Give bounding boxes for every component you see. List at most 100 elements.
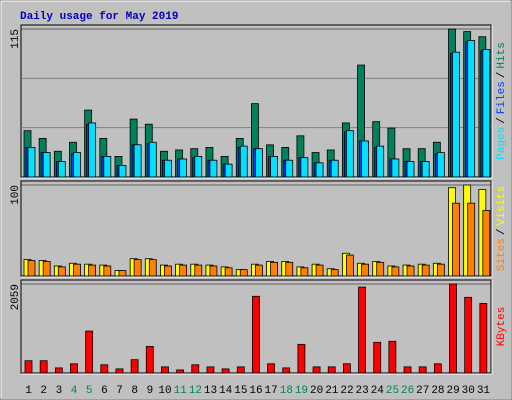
bar: [270, 261, 278, 277]
bar: [115, 368, 124, 374]
bar: [406, 161, 415, 178]
x-tick-label: 26: [401, 385, 414, 397]
bar: [312, 366, 321, 374]
x-tick-label: 18: [280, 385, 293, 397]
bar: [330, 159, 339, 178]
bar: [236, 366, 245, 374]
bar: [467, 202, 476, 277]
legend-entry: Visits: [496, 186, 508, 226]
y-tick-label: 100: [10, 185, 22, 205]
x-tick-label: 10: [158, 385, 171, 397]
bar: [373, 341, 382, 374]
bar: [315, 264, 324, 277]
x-tick-label: 30: [462, 385, 475, 397]
x-tick-label: 25: [386, 385, 399, 397]
chart-title: Daily usage for May 2019: [20, 11, 178, 23]
bar: [221, 368, 230, 374]
bar: [57, 161, 66, 178]
bar: [194, 264, 203, 277]
bar: [88, 122, 97, 178]
bar: [103, 265, 112, 277]
bar: [300, 157, 309, 178]
bar: [358, 286, 366, 374]
bar: [73, 263, 81, 277]
bar: [345, 130, 354, 178]
bar: [133, 259, 142, 277]
bar: [209, 265, 218, 277]
y-tick-label: 2059: [10, 284, 22, 310]
y-tick-label: 115: [10, 29, 22, 49]
bar: [391, 266, 400, 277]
x-tick-label: 28: [431, 385, 444, 397]
legend-separator: /: [496, 72, 508, 79]
bar: [282, 367, 291, 374]
bar: [449, 283, 457, 374]
bar: [300, 267, 309, 277]
legend: Sites / Visits: [496, 186, 508, 271]
bar: [73, 152, 81, 178]
bar: [391, 158, 400, 178]
bar: [118, 165, 127, 178]
bar: [57, 266, 66, 277]
bar: [452, 202, 460, 277]
x-tick-label: 19: [295, 385, 308, 397]
bar: [88, 264, 97, 277]
bar: [239, 145, 248, 178]
bar: [452, 51, 460, 178]
bar: [418, 366, 427, 374]
bar: [179, 264, 188, 277]
bar: [361, 140, 369, 178]
bar: [467, 40, 476, 178]
x-tick-label: 13: [204, 385, 217, 397]
bar: [24, 360, 33, 374]
bar: [164, 159, 172, 178]
bar: [42, 152, 51, 178]
x-tick-label: 1: [25, 385, 32, 397]
bar: [297, 343, 306, 374]
x-tick-label: 14: [219, 385, 233, 397]
bar: [161, 366, 169, 374]
bar: [27, 146, 36, 178]
bar: [482, 210, 491, 277]
bar: [118, 270, 127, 277]
bar: [224, 163, 233, 178]
x-tick-label: 12: [189, 385, 202, 397]
x-tick-label: 31: [477, 385, 491, 397]
x-tick-label: 27: [416, 385, 429, 397]
bar: [436, 152, 445, 178]
legend-entry: KBytes: [496, 307, 508, 347]
bar: [482, 49, 491, 178]
x-tick-label: 16: [249, 385, 262, 397]
x-tick-label: 20: [310, 385, 323, 397]
bar: [239, 269, 248, 277]
x-tick-label: 3: [56, 385, 63, 397]
bar: [479, 303, 488, 374]
x-tick-label: 4: [71, 385, 78, 397]
bar: [376, 145, 385, 178]
x-tick-label: 23: [356, 385, 369, 397]
bar: [270, 156, 278, 178]
legend-entry: Hits: [496, 42, 508, 68]
bar: [345, 254, 354, 277]
x-tick-label: 21: [325, 385, 339, 397]
bar: [194, 156, 203, 178]
bar: [85, 330, 94, 374]
panel: [20, 180, 492, 277]
bar: [433, 363, 442, 374]
x-tick-label: 2: [40, 385, 47, 397]
bar: [133, 144, 142, 178]
bar: [39, 360, 48, 374]
x-tick-label: 5: [86, 385, 93, 397]
legend: KBytes: [496, 307, 508, 347]
legend-entry: Files: [496, 81, 508, 114]
bar: [421, 161, 430, 178]
bar: [27, 260, 36, 277]
x-tick-label: 17: [265, 385, 278, 397]
bar: [285, 159, 294, 178]
legend-entry: Pages: [496, 127, 508, 160]
bar: [421, 264, 430, 277]
bar: [330, 269, 339, 277]
x-tick-label: 15: [234, 385, 247, 397]
bar: [103, 156, 112, 178]
